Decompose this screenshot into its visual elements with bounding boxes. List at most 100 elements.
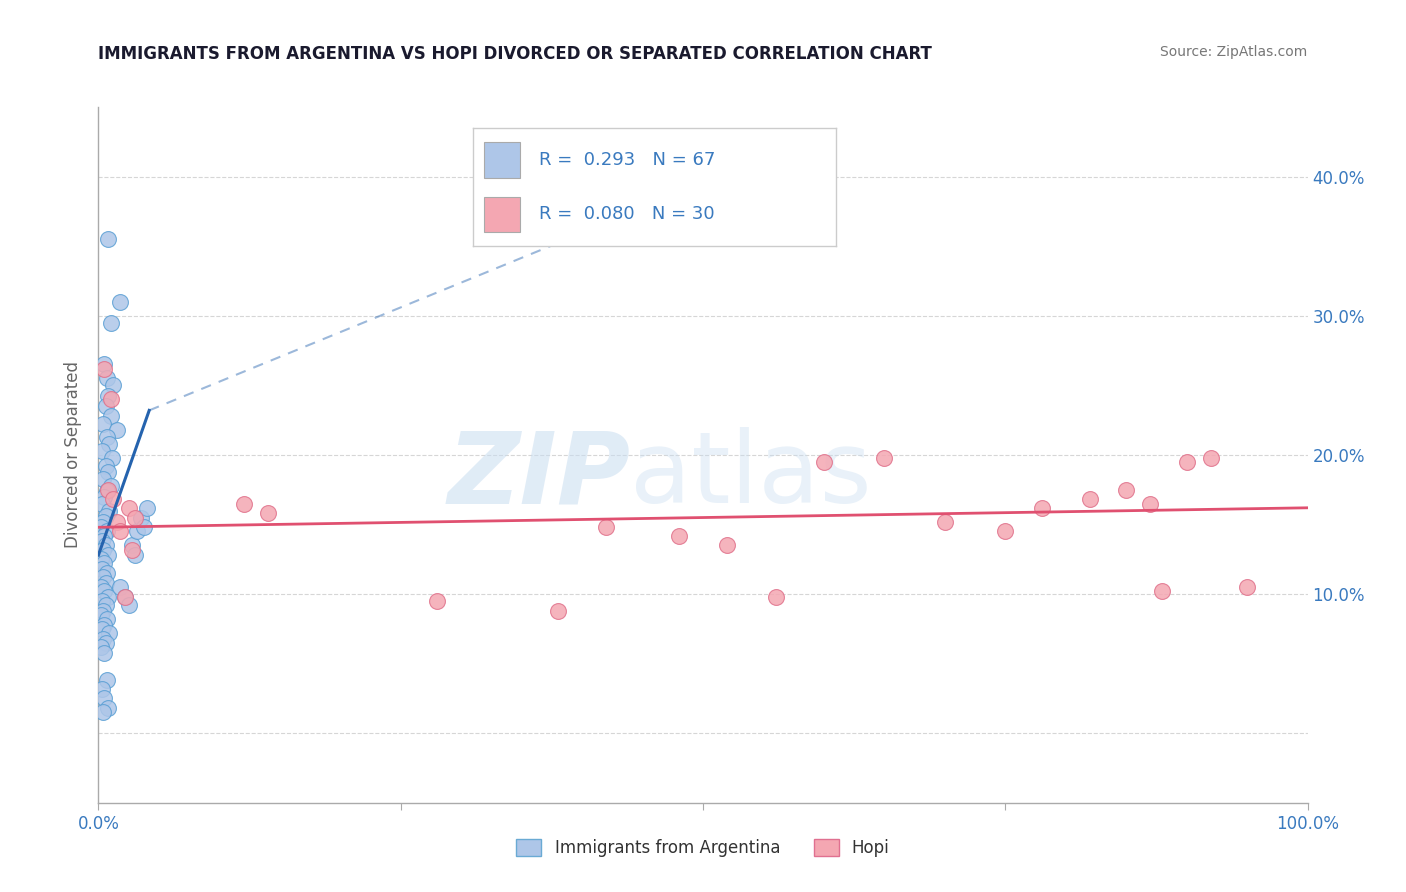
Text: ZIP: ZIP xyxy=(447,427,630,524)
Point xyxy=(90,552,112,566)
Point xyxy=(118,598,141,612)
Point xyxy=(96,673,118,688)
Point xyxy=(108,524,131,539)
Y-axis label: Divorced or Separated: Divorced or Separated xyxy=(65,361,83,549)
Point xyxy=(91,604,114,618)
Point xyxy=(1031,500,1053,515)
Point xyxy=(1115,483,1137,497)
Point xyxy=(105,515,128,529)
Point xyxy=(994,524,1017,539)
Point xyxy=(97,389,120,403)
Point xyxy=(1199,450,1222,465)
Point xyxy=(813,455,835,469)
Point xyxy=(547,604,569,618)
Point xyxy=(127,524,149,539)
Point xyxy=(1078,492,1101,507)
Point xyxy=(91,562,114,576)
Point xyxy=(105,423,128,437)
Point xyxy=(96,430,118,444)
Point xyxy=(96,524,118,539)
Point xyxy=(1152,584,1174,599)
Point xyxy=(101,378,124,392)
Point xyxy=(124,548,146,562)
Text: Source: ZipAtlas.com: Source: ZipAtlas.com xyxy=(1160,45,1308,59)
Point xyxy=(90,607,112,622)
Point xyxy=(129,510,152,524)
Point xyxy=(100,409,122,423)
Point xyxy=(135,500,157,515)
Point xyxy=(232,497,254,511)
Point xyxy=(93,490,115,504)
Point xyxy=(93,617,115,632)
Point xyxy=(91,417,114,432)
Point xyxy=(1236,580,1258,594)
Point xyxy=(134,520,156,534)
Point xyxy=(91,515,114,529)
Point xyxy=(97,701,120,715)
Point xyxy=(90,580,112,594)
Point xyxy=(100,392,122,407)
Point xyxy=(114,590,136,604)
Point xyxy=(97,232,120,246)
Point xyxy=(100,316,122,330)
Point xyxy=(98,503,121,517)
Point xyxy=(96,612,118,626)
Point xyxy=(934,515,956,529)
Point xyxy=(96,566,118,581)
Point xyxy=(91,706,114,720)
Point xyxy=(94,636,117,650)
Point xyxy=(98,626,121,640)
Point xyxy=(94,458,117,473)
Point xyxy=(93,646,115,660)
Point xyxy=(91,681,114,696)
Point xyxy=(595,520,617,534)
Point xyxy=(100,478,122,492)
Point xyxy=(93,358,115,372)
Point xyxy=(121,542,143,557)
Point xyxy=(91,472,114,486)
Point xyxy=(1139,497,1161,511)
Point xyxy=(97,483,120,497)
Point xyxy=(91,622,114,636)
Point xyxy=(765,590,787,604)
Point xyxy=(90,640,112,654)
Point xyxy=(94,538,117,552)
Point xyxy=(121,538,143,552)
Point xyxy=(118,500,141,515)
Point xyxy=(94,399,117,413)
Point xyxy=(426,594,449,608)
Point xyxy=(97,548,120,562)
Point xyxy=(93,361,115,376)
Point xyxy=(1175,455,1198,469)
Legend: Immigrants from Argentina, Hopi: Immigrants from Argentina, Hopi xyxy=(510,832,896,864)
Point xyxy=(668,528,690,542)
Point xyxy=(873,450,896,465)
Point xyxy=(100,450,122,465)
Point xyxy=(256,507,278,521)
Point xyxy=(114,590,136,604)
Point xyxy=(90,520,112,534)
Point xyxy=(96,371,118,385)
Point xyxy=(716,538,738,552)
Point xyxy=(108,580,131,594)
Point xyxy=(91,542,114,557)
Point xyxy=(97,465,120,479)
Point xyxy=(108,294,131,309)
Point xyxy=(93,691,115,706)
Point xyxy=(97,590,120,604)
Point xyxy=(91,570,114,584)
Point xyxy=(93,584,115,599)
Point xyxy=(93,557,115,571)
Point xyxy=(96,484,118,499)
Text: IMMIGRANTS FROM ARGENTINA VS HOPI DIVORCED OR SEPARATED CORRELATION CHART: IMMIGRANTS FROM ARGENTINA VS HOPI DIVORC… xyxy=(98,45,932,62)
Point xyxy=(98,437,121,451)
Point xyxy=(91,632,114,646)
Point xyxy=(101,492,124,507)
Point xyxy=(94,576,117,591)
Text: atlas: atlas xyxy=(630,427,872,524)
Point xyxy=(91,497,114,511)
Point xyxy=(93,528,115,542)
Point xyxy=(91,443,114,458)
Point xyxy=(91,594,114,608)
Point xyxy=(94,598,117,612)
